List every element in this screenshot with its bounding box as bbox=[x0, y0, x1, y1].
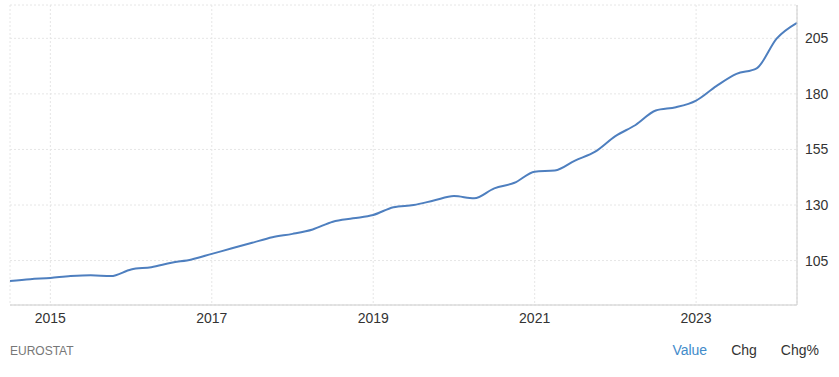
svg-text:130: 130 bbox=[805, 197, 829, 213]
html-text:EUROSTAT: EUROSTAT bbox=[10, 344, 74, 358]
svg-text:180: 180 bbox=[805, 86, 829, 102]
html-text:Chg%: Chg% bbox=[780, 342, 819, 358]
svg-text:2017: 2017 bbox=[196, 310, 227, 326]
svg-text:155: 155 bbox=[805, 141, 829, 157]
svg-text:2015: 2015 bbox=[35, 310, 66, 326]
html-text:Value: Value bbox=[672, 342, 708, 358]
svg-text:2021: 2021 bbox=[519, 310, 550, 326]
html-text:Chg: Chg bbox=[731, 342, 757, 358]
svg-text:2019: 2019 bbox=[358, 310, 389, 326]
svg-text:105: 105 bbox=[805, 253, 829, 269]
svg-text:2023: 2023 bbox=[681, 310, 712, 326]
svg-text:205: 205 bbox=[805, 30, 829, 46]
